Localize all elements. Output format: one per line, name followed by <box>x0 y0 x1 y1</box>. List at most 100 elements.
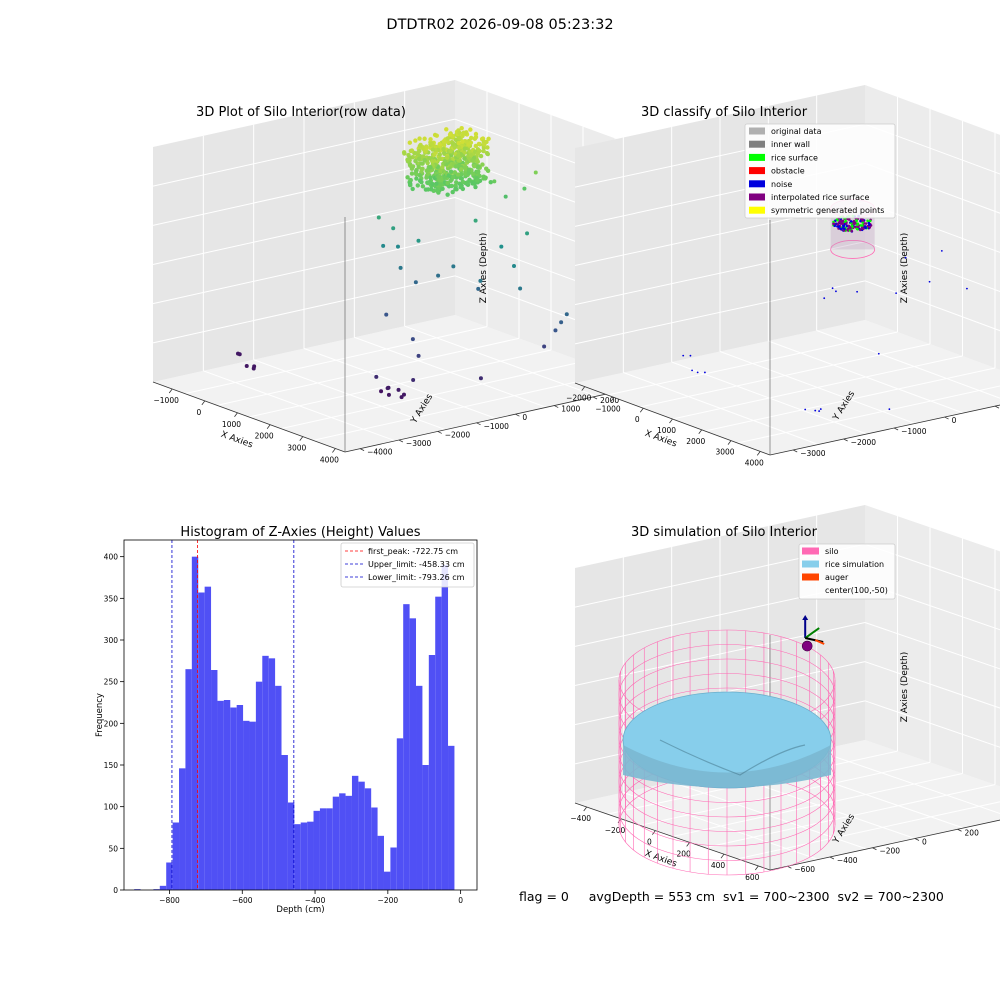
data-point <box>457 181 462 186</box>
legend-label: auger <box>825 573 849 582</box>
histogram-bar <box>300 822 308 890</box>
data-point <box>445 180 450 186</box>
y-tick <box>843 438 848 442</box>
classified-point <box>832 222 835 226</box>
x-tick <box>299 436 304 441</box>
y-tick-label: 400 <box>104 553 119 562</box>
legend-label: rice simulation <box>825 560 884 569</box>
data-point <box>484 166 489 171</box>
data-point <box>417 143 422 149</box>
x-tick <box>669 418 673 424</box>
data-point <box>244 364 249 369</box>
data-point <box>432 132 438 138</box>
histogram-bar <box>287 802 295 890</box>
data-point <box>423 149 428 154</box>
data-point <box>430 181 435 187</box>
x-axis-line <box>574 802 771 871</box>
data-point <box>473 143 479 149</box>
histogram-bar <box>185 669 192 890</box>
classified-point <box>839 227 843 231</box>
data-point <box>559 320 564 325</box>
x-axis-label: X Axies <box>219 430 254 451</box>
data-point <box>462 146 468 151</box>
x-tick <box>332 448 336 453</box>
classified-point <box>864 226 868 230</box>
data-point <box>459 176 464 181</box>
data-point <box>442 175 447 181</box>
histogram-bar <box>358 781 365 890</box>
y-tick <box>829 856 835 860</box>
legend-swatch <box>802 547 819 555</box>
data-point <box>410 186 415 192</box>
noise-point <box>689 354 692 357</box>
classified-point <box>868 226 872 229</box>
grid-line <box>864 543 1000 592</box>
y-tick-label: 0 <box>922 838 927 847</box>
chart-title-2: 3D classify of Silo Interior <box>641 105 808 120</box>
noise-point <box>831 287 834 290</box>
noise-point <box>823 297 826 300</box>
x-tick-label: 4000 <box>745 458 764 467</box>
data-point <box>422 157 427 163</box>
classified-point <box>838 220 842 224</box>
data-point <box>398 265 403 270</box>
data-point <box>445 136 450 141</box>
histogram-bar <box>390 847 397 890</box>
data-point <box>417 136 422 141</box>
data-point <box>458 167 464 172</box>
chart-title-4: 3D simulation of Silo Interior <box>631 525 818 540</box>
legend-label: obstacle <box>771 167 805 176</box>
data-point <box>434 181 439 186</box>
histogram-bar <box>275 685 282 890</box>
legend-label: Upper_limit: -458.33 cm <box>368 560 465 569</box>
x-tick-label: 2000 <box>686 437 705 446</box>
y-tick-label: −600 <box>794 865 815 874</box>
y-tick-label: −4000 <box>367 448 393 457</box>
histogram-bar <box>134 889 141 890</box>
data-point <box>472 181 477 186</box>
data-point <box>478 376 483 381</box>
data-point <box>430 159 435 164</box>
data-point <box>422 136 427 141</box>
noise-point <box>928 280 931 283</box>
histogram-bar <box>230 707 237 890</box>
classified-point <box>850 229 853 233</box>
data-point <box>483 176 488 181</box>
noise-point <box>895 292 898 295</box>
classified-point <box>861 221 864 224</box>
data-point <box>409 166 415 171</box>
y-tick-label: 100 <box>104 803 119 812</box>
classified-point <box>850 224 854 227</box>
histogram-bar <box>319 808 327 890</box>
data-point <box>428 165 433 170</box>
data-point <box>441 150 447 155</box>
data-point <box>452 145 458 150</box>
data-point <box>429 141 434 146</box>
x-tick <box>756 451 761 456</box>
chart-title-3: Histogram of Z-Axies (Height) Values <box>180 525 420 540</box>
histogram-bar <box>211 670 218 890</box>
legend-label: original data <box>771 127 822 136</box>
classified-point <box>868 219 872 223</box>
data-point <box>407 140 413 145</box>
classified-point <box>845 224 849 228</box>
data-point <box>460 139 465 145</box>
inner-wall-bottom <box>830 240 876 259</box>
grid-line <box>864 123 1000 175</box>
auger-axis-z-head <box>802 615 809 620</box>
x-tick-label: −400 <box>570 814 591 823</box>
x-tick-label: −2000 <box>566 394 592 403</box>
data-point <box>376 215 381 220</box>
data-point <box>441 146 446 152</box>
x-tick-label: 4000 <box>320 456 339 465</box>
histogram-bar <box>313 810 320 890</box>
x-tick-label: 3000 <box>715 448 734 457</box>
data-point <box>386 392 391 397</box>
auger-arm <box>814 639 825 645</box>
data-point <box>459 125 464 131</box>
classified-point <box>836 223 840 226</box>
data-point <box>419 161 424 166</box>
data-point <box>437 156 442 162</box>
x-tick <box>698 429 703 435</box>
classified-point <box>867 221 871 225</box>
